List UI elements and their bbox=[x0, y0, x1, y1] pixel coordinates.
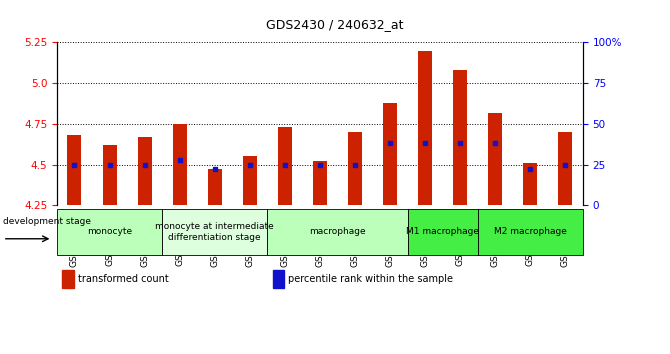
Text: M1 macrophage: M1 macrophage bbox=[406, 227, 479, 236]
Bar bbox=[68, 135, 82, 205]
Bar bbox=[278, 127, 292, 205]
Bar bbox=[62, 270, 74, 288]
Text: GDS2430 / 240632_at: GDS2430 / 240632_at bbox=[266, 18, 404, 31]
Bar bbox=[173, 124, 187, 205]
FancyBboxPatch shape bbox=[407, 209, 478, 255]
Bar bbox=[348, 132, 362, 205]
Bar bbox=[103, 145, 117, 205]
Bar bbox=[208, 170, 222, 205]
Bar bbox=[558, 132, 572, 205]
FancyBboxPatch shape bbox=[162, 209, 267, 255]
Text: macrophage: macrophage bbox=[309, 227, 366, 236]
Bar bbox=[453, 70, 467, 205]
Bar bbox=[488, 113, 502, 205]
Bar bbox=[313, 161, 327, 205]
Text: development stage: development stage bbox=[3, 217, 91, 226]
Text: monocyte: monocyte bbox=[87, 227, 132, 236]
Text: transformed count: transformed count bbox=[78, 274, 169, 284]
FancyBboxPatch shape bbox=[478, 209, 583, 255]
Bar bbox=[243, 156, 257, 205]
FancyBboxPatch shape bbox=[57, 209, 162, 255]
Bar bbox=[418, 51, 432, 205]
Bar bbox=[273, 270, 284, 288]
Text: monocyte at intermediate
differentiation stage: monocyte at intermediate differentiation… bbox=[155, 222, 274, 241]
Bar bbox=[523, 163, 537, 205]
Bar bbox=[383, 103, 397, 205]
Text: percentile rank within the sample: percentile rank within the sample bbox=[288, 274, 454, 284]
FancyBboxPatch shape bbox=[267, 209, 407, 255]
Bar bbox=[137, 137, 151, 205]
Text: M2 macrophage: M2 macrophage bbox=[494, 227, 567, 236]
